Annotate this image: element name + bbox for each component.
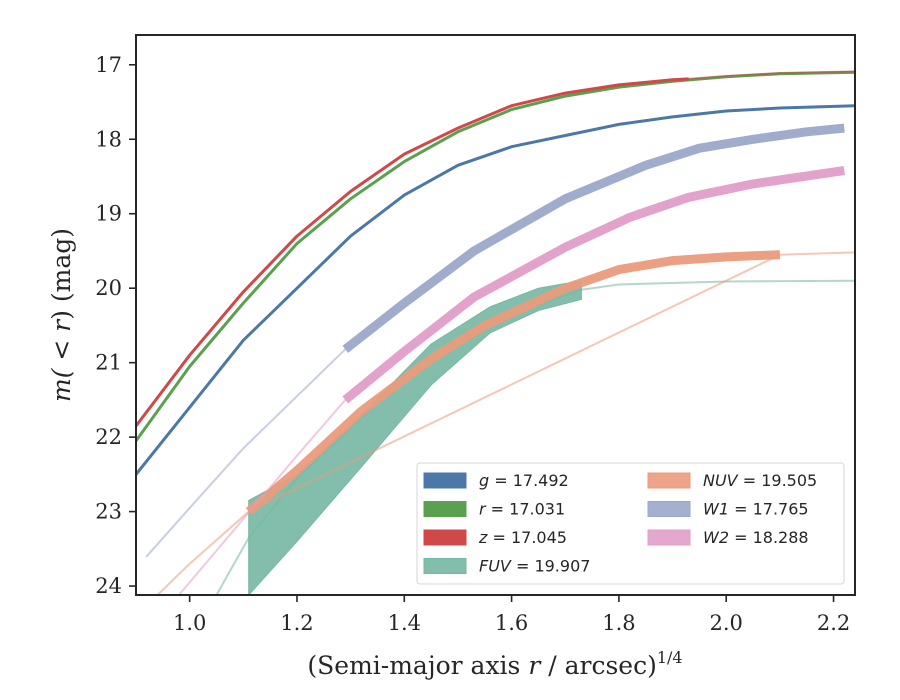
series-z-extrapolation <box>687 70 855 80</box>
series-NUV-line <box>245 250 781 516</box>
x-tick-label: 1.4 <box>388 611 421 635</box>
y-axis-label: m( < r) (mag) <box>47 228 76 402</box>
plot-frame <box>135 34 856 596</box>
legend-label-r: r = 17.031 <box>479 500 565 519</box>
series-g-line <box>136 104 855 476</box>
x-axis: 1.0 1.2 1.4 1.6 1.8 2.0 2.2 <box>173 595 850 635</box>
legend-swatch-W2 <box>647 529 691 546</box>
legend-label-W2: W2 = 18.288 <box>703 528 809 547</box>
x-tick-label: 1.0 <box>173 611 206 635</box>
y-tick-label: 19 <box>95 202 122 226</box>
legend-frame <box>416 462 845 585</box>
legend-label-z: z = 17.045 <box>478 528 567 547</box>
legend-swatch-r <box>423 501 467 517</box>
legend: g = 17.492 r = 17.031 z = 17.045 FUV = 19.9… <box>416 462 845 585</box>
legend-swatch-g <box>423 472 467 489</box>
y-tick-label: 22 <box>95 425 122 449</box>
y-tick-label: 18 <box>95 127 122 151</box>
legend-label-NUV: NUV = 19.505 <box>703 471 817 490</box>
y-tick-label: 17 <box>95 53 122 77</box>
series-W1-line <box>342 123 845 353</box>
legend-swatch-W1 <box>647 501 691 517</box>
x-axis-label: (Semi-major axis r / arcsec)1/4 <box>307 648 682 680</box>
series-W2-extrapolation <box>177 398 347 595</box>
y-tick-label: 23 <box>95 500 122 524</box>
legend-swatch-NUV <box>647 472 691 489</box>
y-tick-label: 20 <box>95 276 122 300</box>
legend-swatch-z <box>423 529 467 546</box>
legend-swatch-FUV <box>423 558 467 574</box>
x-tick-label: 2.2 <box>817 611 850 635</box>
plot-area <box>136 70 855 595</box>
series-z-line <box>136 77 689 427</box>
y-axis: 17 18 19 20 21 22 23 24 <box>95 53 136 598</box>
x-tick-label: 1.2 <box>280 611 313 635</box>
y-tick-label: 24 <box>95 574 122 598</box>
series-W1-extrapolation <box>145 348 347 558</box>
legend-label-FUV: FUV = 19.907 <box>479 557 590 576</box>
series-W2-line <box>342 166 845 404</box>
legend-label-W1: W1 = 17.765 <box>703 500 809 519</box>
x-tick-label: 2.0 <box>710 611 743 635</box>
y-tick-label: 21 <box>95 351 122 375</box>
legend-label-g: g = 17.492 <box>479 471 569 490</box>
x-tick-label: 1.8 <box>602 611 635 635</box>
x-tick-label: 1.6 <box>495 611 528 635</box>
